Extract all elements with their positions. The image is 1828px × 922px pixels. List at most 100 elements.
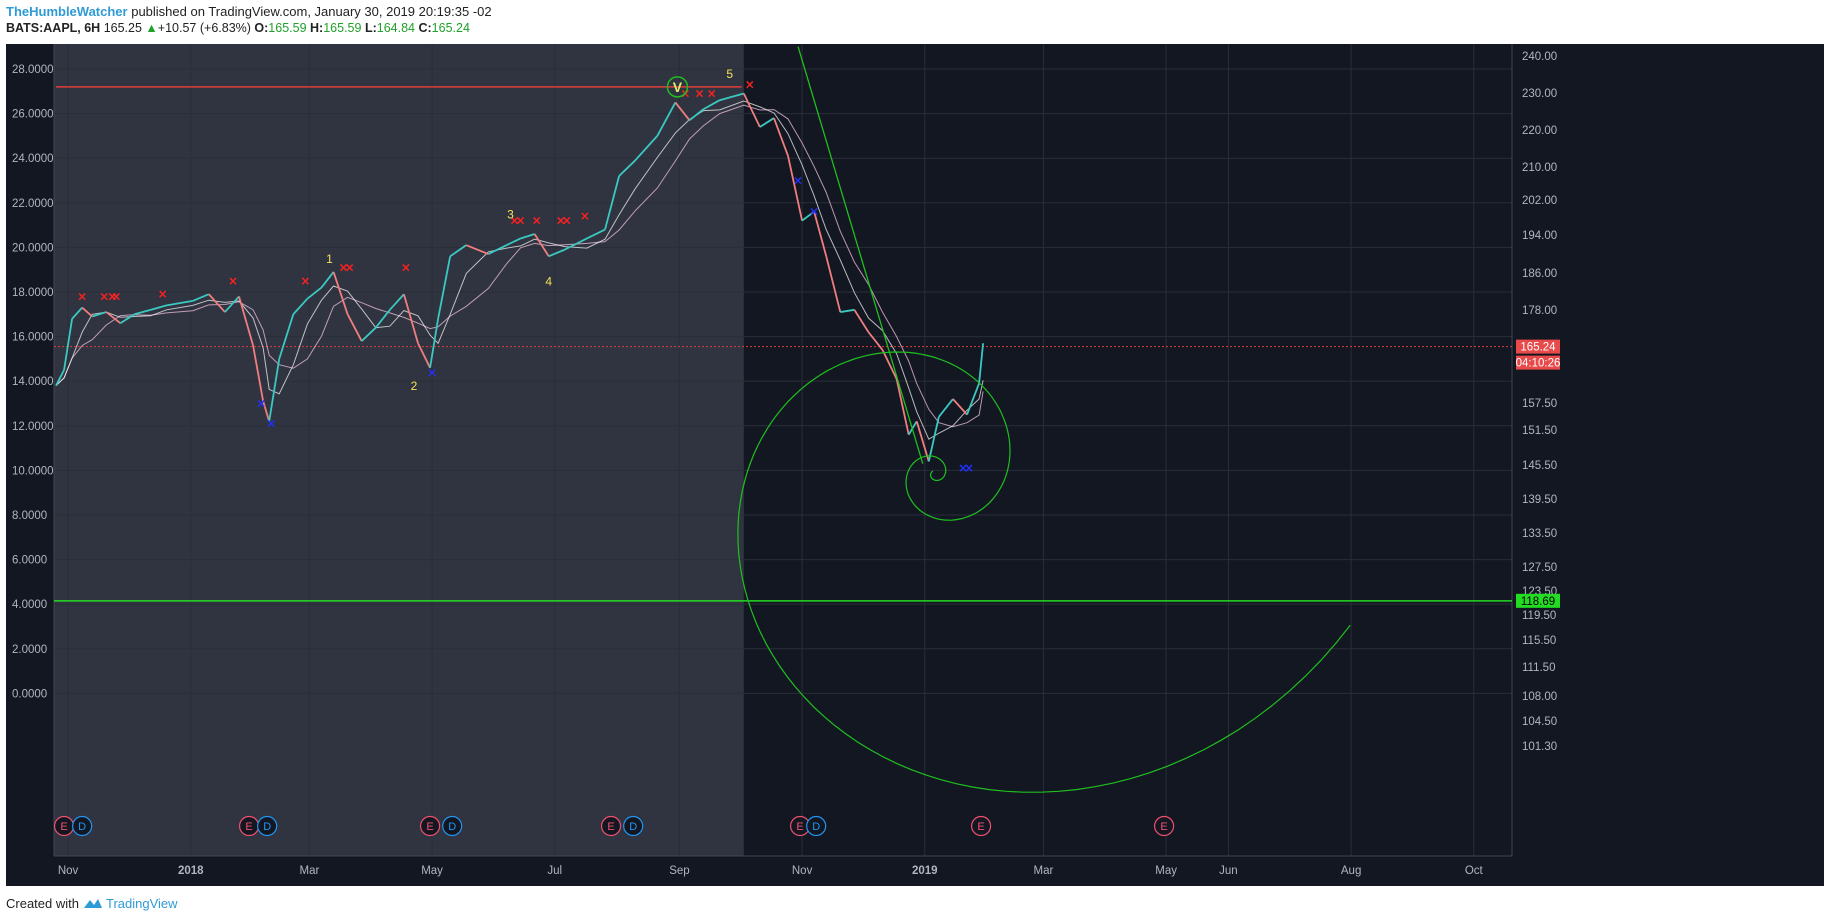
price-segment [417,342,431,369]
buy-signal-mark: × [256,396,266,410]
sell-signal-mark: × [111,289,121,303]
sell-signal-mark: × [532,214,542,228]
price-segment [787,155,803,221]
price-segment [548,248,566,258]
price-segment [895,378,910,435]
price-segment [506,237,521,246]
dividend-marker [257,815,278,837]
price-segment [586,228,606,240]
x-tick-label: Nov [792,865,813,877]
price-segment [437,256,452,319]
price-segment [150,304,167,311]
dividend-marker [72,815,93,837]
right-tick-label: 151.50 [1522,425,1557,437]
countdown-label: 04:10:26 [1516,358,1561,370]
price-segment [166,300,193,307]
wave-v-circle [666,76,689,98]
dividend-marker [623,815,644,837]
earnings-marker-label: E [607,821,614,833]
price-segment [634,135,658,162]
price-segment [801,210,815,222]
price-segment [262,400,271,422]
sell-signal-mark: × [339,260,349,274]
right-tick-label: 139.50 [1522,494,1557,506]
support-price-tag [1516,593,1560,608]
price-segment [134,308,151,316]
right-tick-label: 178.00 [1522,305,1557,317]
sell-signal-mark: × [77,289,87,303]
earnings-marker-label: E [60,821,67,833]
price-segment [346,313,363,342]
price-segment [208,293,226,313]
price-segment [840,308,855,313]
last-price: 165.25 [103,21,142,35]
price-segment [429,318,439,368]
sell-signal-mark: × [707,87,717,101]
price-segment [533,233,550,257]
right-tick-label: 119.50 [1522,610,1556,622]
price-segment [952,398,968,416]
countdown-tag [1516,355,1560,370]
sell-signal-mark: × [300,274,310,288]
fibonacci-spiral [737,351,1351,793]
sell-signal-mark: × [580,209,590,223]
tradingview-link[interactable]: TradingView [106,896,178,911]
right-tick-label: 157.50 [1522,398,1557,410]
x-tick-label: Mar [299,865,319,877]
right-tick-label: 111.50 [1522,662,1555,674]
publish-header: TheHumbleWatcher published on TradingVie… [6,4,492,19]
right-tick-label: 115.50 [1522,635,1556,647]
earnings-marker [419,815,441,837]
price-segment [520,233,535,240]
x-tick-label: Aug [1341,865,1361,877]
wave-label: 5 [726,67,733,81]
moving-average-slow [55,104,984,428]
price-segment [688,108,705,121]
buy-signal-mark: × [793,173,803,187]
left-tick-label: 6.0000 [12,555,47,567]
price-segment [278,314,295,360]
price-segment [192,293,210,302]
price-segment [719,92,745,102]
sell-signal-mark: × [401,260,411,274]
price-segment [618,159,636,177]
price-segment [853,309,870,333]
price-segment [938,398,954,418]
price-segment [403,293,419,344]
price-segment [773,117,789,157]
price-change: +10.57 (+6.83%) [157,21,251,35]
right-tick-label: 230.00 [1522,88,1557,100]
price-chart[interactable]: 28.000026.000024.000022.000020.000018.00… [6,44,1824,886]
price-segment [292,298,309,315]
right-tick-label: 186.00 [1522,268,1557,280]
left-tick-label: 28.0000 [12,64,54,76]
left-tick-label: 24.0000 [12,153,54,165]
open-label: O: [254,21,269,35]
earnings-marker [1153,815,1175,837]
close-label: C: [418,21,432,35]
buy-signal-mark: × [958,461,968,475]
author-link[interactable]: TheHumbleWatcher [6,4,128,19]
left-tick-label: 0.0000 [12,688,47,700]
buy-signal-mark: × [809,205,819,219]
earnings-marker [970,815,992,837]
wave-label: 2 [411,379,418,393]
price-segment [465,244,489,255]
price-segment [656,102,677,137]
x-tick-label: Nov [58,865,79,877]
open-value: 165.59 [268,21,307,35]
left-tick-label: 16.0000 [12,332,54,344]
wave-label: 3 [507,207,514,221]
price-segment [224,295,240,313]
shaded-region [54,44,744,856]
tradingview-logo-icon [83,896,106,911]
price-segment [268,358,281,422]
x-tick-label: Jun [1219,865,1238,877]
right-tick-label: 210.00 [1522,162,1557,174]
high-label: H: [310,21,324,35]
symbol-label: BATS:AAPL, 6H [6,21,101,35]
right-tick-label: 202.00 [1522,195,1557,207]
price-segment [375,309,391,329]
published-text: published on TradingView.com, January 30… [131,4,492,19]
chart-frame[interactable]: 28.0000 26.0000 24.0000 22.0000 20.0000 18.00… [6,44,1824,886]
